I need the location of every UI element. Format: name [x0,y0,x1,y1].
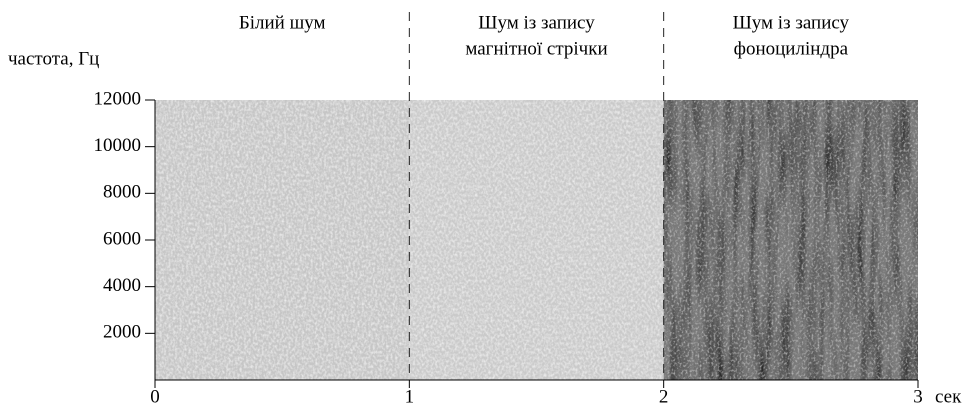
y-tick-label: 10000 [94,135,142,156]
x-axis-label: сек [935,386,962,407]
chart: частота, Гц сек Білий шум Шум із запису ма… [0,0,971,410]
region-label: Білий шум [239,12,326,33]
region-label: Шум із запису [478,12,595,33]
spectrogram-region [155,100,409,380]
y-tick-label: 12000 [94,88,142,109]
y-tick-label: 2000 [103,322,141,343]
y-axis-label: частота, Гц [8,48,99,69]
region-label: Шум із запису [733,12,850,33]
y-tick-label: 8000 [103,182,141,203]
spectrogram-region [664,100,918,380]
x-tick-label: 1 [405,386,415,407]
y-tick-label: 6000 [103,228,141,249]
spectrogram-region [409,100,663,380]
page: частота, Гц сек Білий шум Шум із запису ма… [0,0,971,410]
y-tick-label: 4000 [103,275,141,296]
region-label: фоноциліндра [734,38,849,59]
x-tick-label: 0 [150,386,160,407]
x-tick-label: 3 [913,386,923,407]
x-tick-label: 2 [659,386,669,407]
region-label: магнітної стрічки [465,38,607,59]
